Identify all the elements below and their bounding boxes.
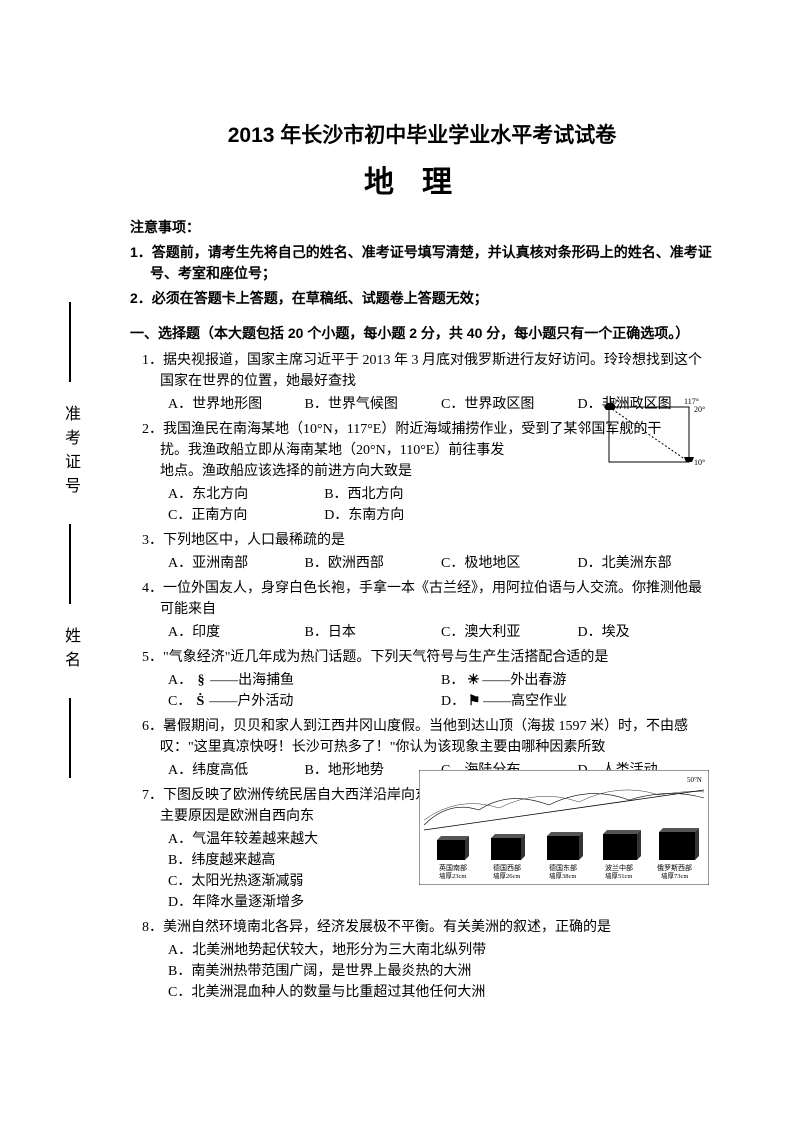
q5-opt-b: B．☀——外出春游 [441,670,714,691]
house-icon [437,836,469,860]
q4-opt-a: A．印度 [168,622,305,643]
q1-opt-b: B．世界气候图 [305,394,442,415]
q7-opt-d: D．年降水量逐渐增多 [168,892,393,913]
sandstorm-icon: Ṡ [191,691,209,712]
q4-opt-c: C．澳大利亚 [441,622,578,643]
q5-opt-c: C．Ṡ——户外活动 [168,691,441,712]
q2-map-diagram: 110° 117° 20° 10° [594,397,709,477]
house-icon [603,830,641,860]
question-5: 5．"气象经济"近几年成为热门话题。下列天气符号与生产生活搭配合适的是 [130,647,714,668]
sidebar-line [69,698,71,778]
q5-opt-d: D．⚑——高空作业 [441,691,714,712]
q2-lon1: 110° [605,397,620,406]
q7-t2: 墙厚26cm [493,871,520,880]
sidebar-label-name: 姓名 [58,627,82,675]
question-3-options: A．亚洲南部 B．欧洲西部 C．极地地区 D．北美洲东部 [130,553,714,574]
note-item-2: 2．必须在答题卡上答题，在草稿纸、试题卷上答题无效； [130,288,714,309]
q8-opt-b: B．南美洲热带范围广阔，是世界上最炎热的大洲 [168,961,714,982]
q4-opt-d: D．埃及 [578,622,715,643]
q7-t3: 墙厚38cm [549,871,576,880]
q2-opt-a: A．东北方向 [168,484,324,505]
q7-opt-a: A．气温年较差越来越大 [168,829,393,850]
q7-l2: 德国西部 [493,863,521,872]
sunny-icon: ☀ [464,670,482,691]
q4-opt-b: B．日本 [305,622,442,643]
q7-t4: 墙厚51cm [605,871,632,880]
q3-opt-a: A．亚洲南部 [168,553,305,574]
typhoon-icon: § [192,670,210,691]
q2-opt-c: C．正南方向 [168,505,324,526]
q3-opt-c: C．极地地区 [441,553,578,574]
question-5-options: A．§——出海捕鱼 B．☀——外出春游 C．Ṡ——户外活动 D．⚑——高空作业 [130,670,714,712]
q7-l3: 德国东部 [549,863,577,872]
sidebar-line [69,302,71,382]
question-4-options: A．印度 B．日本 C．澳大利亚 D．埃及 [130,622,714,643]
q2-lat2: 10° [694,458,705,467]
notes-header: 注意事项： [130,217,714,238]
q8-opt-c: C．北美洲混血种人的数量与比重超过其他任何大洲 [168,982,714,1003]
q8-opt-a: A．北美洲地势起伏较大，地形分为三大南北纵列带 [168,940,714,961]
q2-opt-b: B．西北方向 [324,484,480,505]
gale-icon: ⚑ [465,691,483,712]
house-icon [659,828,699,860]
question-6: 6．暑假期间，贝贝和家人到江西井冈山度假。当他到达山顶（海拔 1597 米）时，… [130,716,714,758]
q7-t1: 墙厚23cm [439,871,466,880]
sidebar-label-examid: 准考证号 [58,405,82,501]
q1-opt-c: C．世界政区图 [441,394,578,415]
q7-l1: 英国南部 [439,863,467,872]
q7-l4: 波兰中部 [605,863,633,872]
exam-subject: 地理 [130,160,714,205]
q5-opt-a: A．§——出海捕鱼 [168,670,441,691]
q1-opt-a: A．世界地形图 [168,394,305,415]
q7-opt-c: C．太阳光热逐渐减弱 [168,871,393,892]
house-icon [491,834,525,860]
q3-opt-d: D．北美洲东部 [578,553,715,574]
q2-opt-d: D．东南方向 [324,505,480,526]
exam-title: 2013 年长沙市初中毕业学业水平考试试卷 [130,120,714,152]
section-1-title: 一、选择题（本大题包括 20 个小题，每小题 2 分，共 40 分，每小题只有一… [130,323,714,344]
q7-lat: 50°N [687,776,702,784]
note-item-1: 1．答题前，请考生先将自己的姓名、准考证号填写清楚，并认真核对条形码上的姓名、准… [130,242,714,284]
q7-t5: 墙厚73cm [661,871,688,880]
question-2-options: A．东北方向 B．西北方向 C．正南方向 D．东南方向 [130,484,480,526]
q6-opt-a: A．纬度高低 [168,760,305,781]
question-8: 8．美洲自然环境南北各异，经济发展极不平衡。有关美洲的叙述，正确的是 [130,917,714,938]
q7-l5: 俄罗斯西部 [657,863,692,872]
q7-opt-b: B．纬度越来越高 [168,850,393,871]
question-8-options: A．北美洲地势起伏较大，地形分为三大南北纵列带 B．南美洲热带范围广阔，是世界上… [130,940,714,1003]
q2-lat1: 20° [694,405,705,414]
question-4: 4．一位外国友人，身穿白色长袍，手拿一本《古兰经》，用阿拉伯语与人交流。你推测他… [130,578,714,620]
sidebar-line [69,524,71,604]
question-1: 1．据央视报道，国家主席习近平于 2013 年 3 月底对俄罗斯进行友好访问。玲… [130,350,714,392]
q3-opt-b: B．欧洲西部 [305,553,442,574]
q7-wall-diagram: 50°N 英国南部 墙厚23cm 德国西部 墙厚26cm 德国东部 墙厚38cm… [419,770,709,885]
question-7-options: A．气温年较差越来越大 B．纬度越来越高 C．太阳光热逐渐减弱 D．年降水量逐渐… [130,829,393,913]
house-icon [547,832,583,860]
sidebar-binding-area: 准考证号 姓名 [55,290,85,790]
question-3: 3．下列地区中，人口最稀疏的是 [130,530,714,551]
